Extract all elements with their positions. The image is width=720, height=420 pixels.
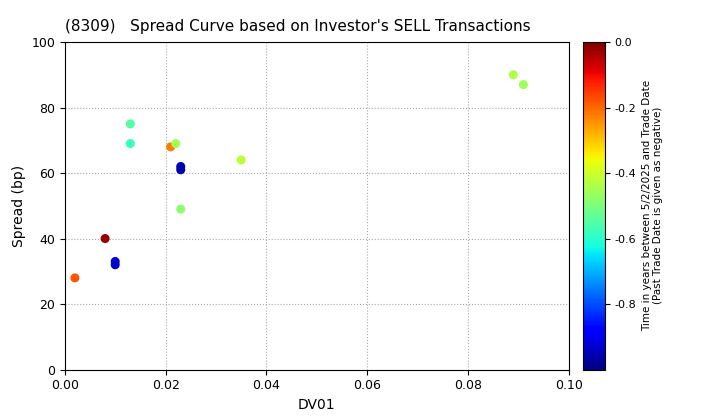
Y-axis label: Time in years between 5/2/2025 and Trade Date
(Past Trade Date is given as negat: Time in years between 5/2/2025 and Trade… xyxy=(642,80,663,331)
Y-axis label: Spread (bp): Spread (bp) xyxy=(12,165,26,247)
Point xyxy=(170,140,181,147)
Point xyxy=(165,144,176,150)
Point xyxy=(69,275,81,281)
Text: (8309)   Spread Curve based on Investor's SELL Transactions: (8309) Spread Curve based on Investor's … xyxy=(65,19,531,34)
Point xyxy=(508,71,519,78)
Point xyxy=(235,157,247,163)
X-axis label: DV01: DV01 xyxy=(298,398,336,412)
Point xyxy=(518,81,529,88)
Point xyxy=(109,261,121,268)
Point xyxy=(125,121,136,127)
Point xyxy=(175,206,186,213)
Point xyxy=(99,235,111,242)
Point xyxy=(109,258,121,265)
Point xyxy=(125,140,136,147)
Point xyxy=(175,163,186,170)
Point xyxy=(175,166,186,173)
